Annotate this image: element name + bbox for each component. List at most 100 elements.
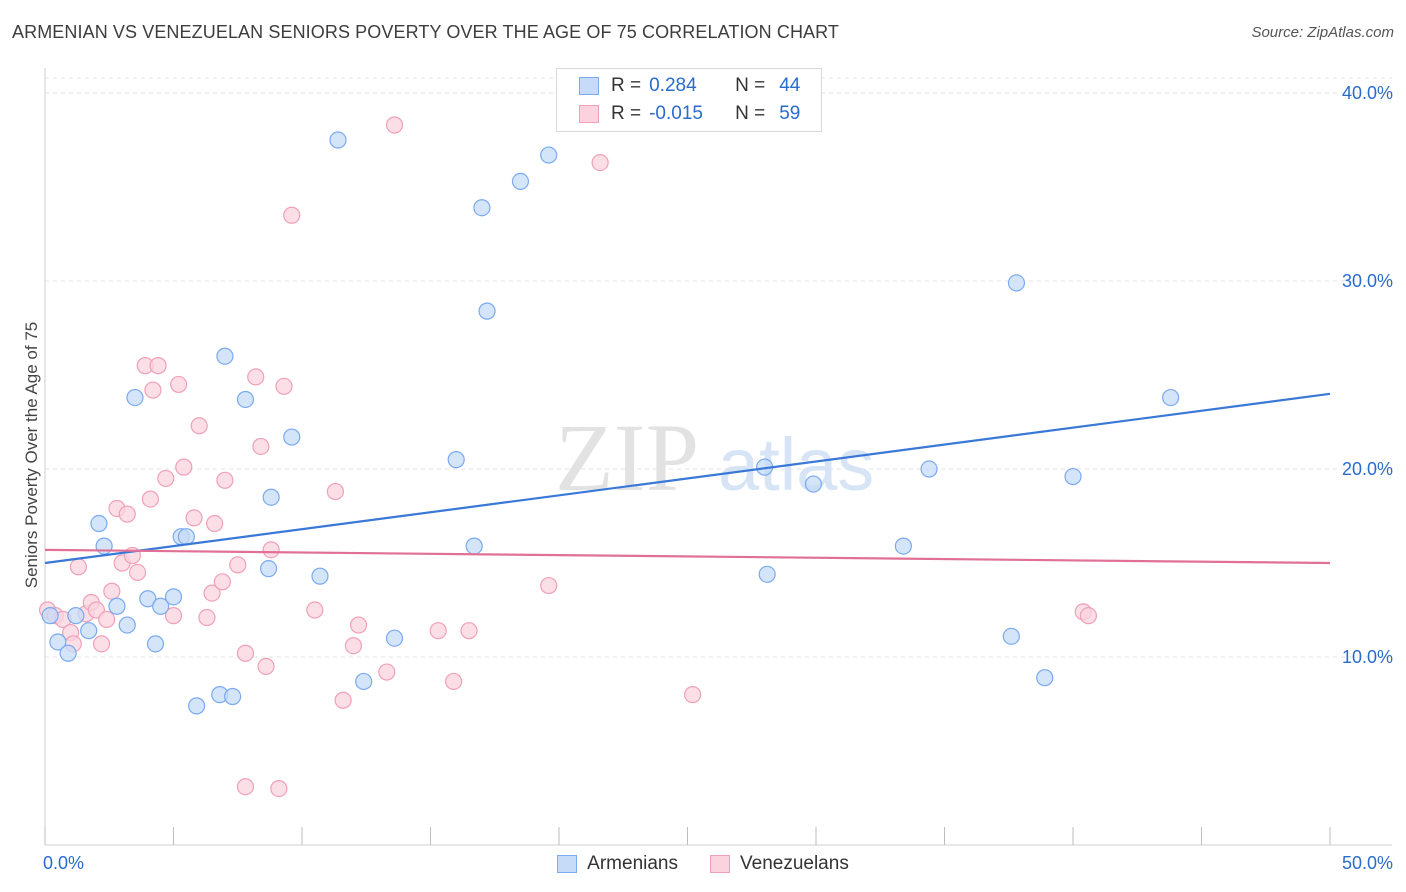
data-point — [465, 537, 483, 555]
data-point — [270, 780, 288, 798]
trend-line — [44, 548, 1331, 565]
venezuelans-swatch — [579, 105, 599, 123]
y-tick-label: 40.0% — [1342, 83, 1393, 103]
data-point — [1036, 669, 1054, 687]
source-label: Source: ZipAtlas.com — [1251, 24, 1394, 41]
venezuelans-swatch — [710, 855, 730, 873]
data-point — [259, 560, 278, 578]
data-point — [349, 616, 368, 634]
watermark: ZIP atlas — [555, 404, 874, 511]
data-point — [283, 428, 301, 446]
venezuelans-points — [38, 116, 1098, 798]
watermark-zip: ZIP — [555, 404, 699, 511]
data-point — [334, 691, 352, 709]
y-tick-label: 20.0% — [1342, 459, 1393, 479]
data-point — [152, 597, 170, 615]
data-point — [385, 116, 404, 134]
data-point — [69, 558, 88, 576]
data-point — [80, 622, 98, 640]
data-point — [216, 471, 234, 489]
data-point — [224, 687, 242, 706]
stats-legend: R = 0.284 N = 44 R = -0.015 N = 59 — [556, 68, 822, 132]
data-point — [511, 172, 530, 190]
data-point — [216, 347, 234, 365]
data-point — [108, 597, 126, 615]
data-point — [1079, 607, 1098, 625]
data-point — [118, 616, 136, 634]
data-point — [591, 153, 609, 172]
data-point — [247, 368, 265, 386]
data-point — [41, 607, 59, 625]
data-point — [1002, 627, 1020, 645]
r-value: -0.015 — [649, 103, 703, 124]
legend-label-armenians: Armenians — [587, 853, 678, 874]
data-point — [306, 601, 324, 619]
x-tick-label: 0.0% — [43, 853, 84, 873]
series-legend: Armenians Venezuelans — [0, 851, 1406, 877]
data-point — [206, 514, 224, 533]
data-point — [118, 505, 136, 523]
data-point — [460, 622, 478, 640]
data-point — [177, 528, 195, 546]
data-point — [157, 469, 175, 488]
data-point — [540, 576, 558, 595]
data-point — [149, 357, 167, 375]
data-point — [252, 437, 270, 456]
legend-item-venezuelans[interactable]: Venezuelans — [710, 853, 849, 875]
y-axis-label: Seniors Poverty Over the Age of 75 — [22, 322, 41, 588]
data-point — [445, 672, 463, 691]
trend-line — [44, 392, 1331, 565]
data-point — [473, 199, 491, 217]
data-point — [236, 778, 255, 796]
data-point — [146, 635, 165, 653]
data-point — [283, 206, 301, 224]
data-point — [311, 567, 329, 585]
data-point — [90, 514, 108, 533]
data-point — [355, 672, 373, 691]
data-point — [540, 146, 558, 164]
data-point — [429, 622, 447, 640]
data-point — [49, 633, 67, 651]
data-point — [329, 131, 347, 149]
data-point — [126, 388, 144, 407]
data-point — [198, 608, 216, 627]
trend-lines — [44, 392, 1331, 565]
y-tick-label: 10.0% — [1342, 647, 1393, 667]
r-label: R = — [611, 103, 642, 124]
data-point — [920, 460, 938, 478]
data-point — [128, 563, 147, 582]
data-point — [103, 582, 121, 600]
data-point — [236, 390, 255, 409]
data-point — [478, 302, 496, 320]
data-point — [59, 644, 77, 662]
stats-row-armenians: R = 0.284 N = 44 — [579, 75, 800, 97]
axes — [44, 68, 1392, 846]
data-point — [164, 588, 183, 606]
grid-lines — [45, 77, 1392, 658]
data-point — [139, 590, 157, 608]
data-point — [262, 541, 280, 559]
data-point — [1007, 274, 1026, 292]
data-point — [67, 607, 85, 625]
data-point — [188, 697, 206, 715]
data-point — [385, 629, 404, 647]
data-point — [447, 451, 465, 469]
n-value: 44 — [779, 75, 801, 96]
data-point — [141, 490, 159, 508]
data-point — [326, 482, 345, 501]
r-value: 0.284 — [649, 75, 697, 96]
data-point — [164, 607, 183, 625]
data-point — [257, 657, 275, 676]
data-point — [95, 537, 113, 555]
data-point — [1064, 467, 1082, 486]
data-point — [804, 475, 823, 493]
tick-labels: 10.0% 20.0% 30.0% 40.0% 0.0% 50.0% — [43, 83, 1393, 873]
data-point — [378, 663, 396, 681]
data-point — [229, 556, 247, 574]
legend-item-armenians[interactable]: Armenians — [557, 853, 678, 875]
data-point — [894, 537, 912, 555]
data-point — [236, 644, 255, 662]
data-point — [1162, 388, 1180, 407]
n-label: N = — [735, 75, 766, 96]
